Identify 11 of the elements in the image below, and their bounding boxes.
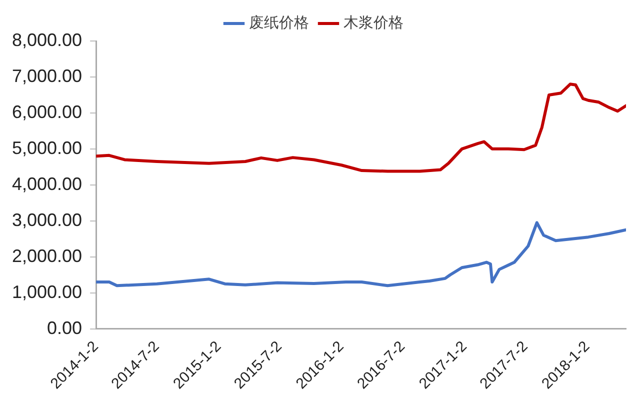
legend-label: 木浆价格 (344, 13, 404, 32)
y-tick-label: 8,000.00 (12, 30, 82, 50)
y-tick-label: 5,000.00 (12, 138, 82, 158)
y-tick-label: 7,000.00 (12, 66, 82, 86)
y-tick-label: 6,000.00 (12, 102, 82, 122)
y-tick-label: 3,000.00 (12, 210, 82, 230)
y-tick-label: 0.00 (47, 318, 82, 338)
y-tick-label: 2,000.00 (12, 246, 82, 266)
y-tick-label: 4,000.00 (12, 174, 82, 194)
y-tick-label: 1,000.00 (12, 282, 82, 302)
legend-label: 废纸价格 (249, 13, 309, 32)
